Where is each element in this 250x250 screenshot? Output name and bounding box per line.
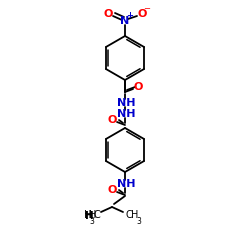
Text: C: C: [126, 210, 132, 220]
Text: −: −: [144, 4, 150, 14]
Text: 3: 3: [90, 217, 94, 226]
Text: C: C: [94, 210, 100, 220]
Text: NH: NH: [117, 179, 135, 189]
Text: H: H: [85, 211, 94, 221]
Text: H: H: [131, 210, 139, 220]
Text: NH: NH: [117, 109, 135, 119]
Text: H: H: [88, 210, 96, 220]
Text: O: O: [137, 9, 147, 19]
Text: O: O: [133, 82, 143, 92]
Text: H: H: [84, 210, 92, 220]
Text: O: O: [107, 115, 117, 125]
Text: NH: NH: [117, 98, 135, 108]
Text: 3: 3: [136, 217, 141, 226]
Text: O: O: [103, 9, 113, 19]
Text: N: N: [120, 16, 130, 26]
Text: O: O: [107, 185, 117, 195]
Text: +: +: [126, 12, 134, 20]
